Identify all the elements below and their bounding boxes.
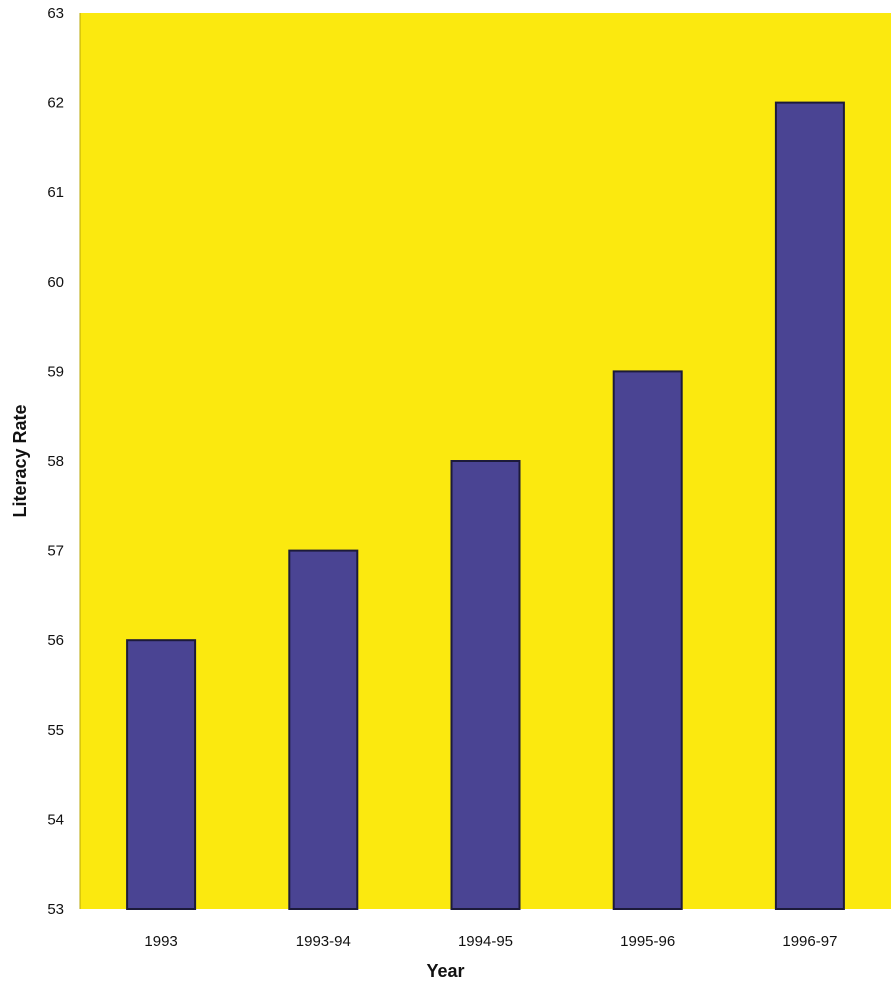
x-tick-label: 1993-94 [296,933,351,950]
bar [126,639,197,910]
y-axis-ticks: 53 54 55 56 57 58 59 60 61 62 63 [47,5,64,918]
x-tick-label: 1993 [144,933,177,950]
bar [288,549,359,910]
bar [612,370,683,910]
y-tick-label: 53 [47,901,64,918]
y-tick-label: 60 [47,274,64,291]
y-tick-label: 59 [47,363,64,380]
x-axis-ticks: 1993 1993-94 1994-95 1995-96 1996-97 [144,933,837,950]
x-tick-label: 1996-97 [782,933,837,950]
y-tick-label: 63 [47,5,64,22]
y-tick-label: 57 [47,543,64,560]
y-axis-title: Literacy Rate [10,404,30,517]
bar-series [126,101,845,911]
y-tick-label: 62 [47,95,64,112]
x-tick-label: 1995-96 [620,933,675,950]
y-tick-label: 61 [47,184,64,201]
x-axis-title: Year [426,961,464,981]
y-tick-label: 56 [47,632,64,649]
bar [774,101,845,911]
bar [450,460,521,910]
x-tick-label: 1994-95 [458,933,513,950]
y-tick-label: 58 [47,453,64,470]
y-tick-label: 55 [47,722,64,739]
y-tick-label: 54 [47,811,64,828]
